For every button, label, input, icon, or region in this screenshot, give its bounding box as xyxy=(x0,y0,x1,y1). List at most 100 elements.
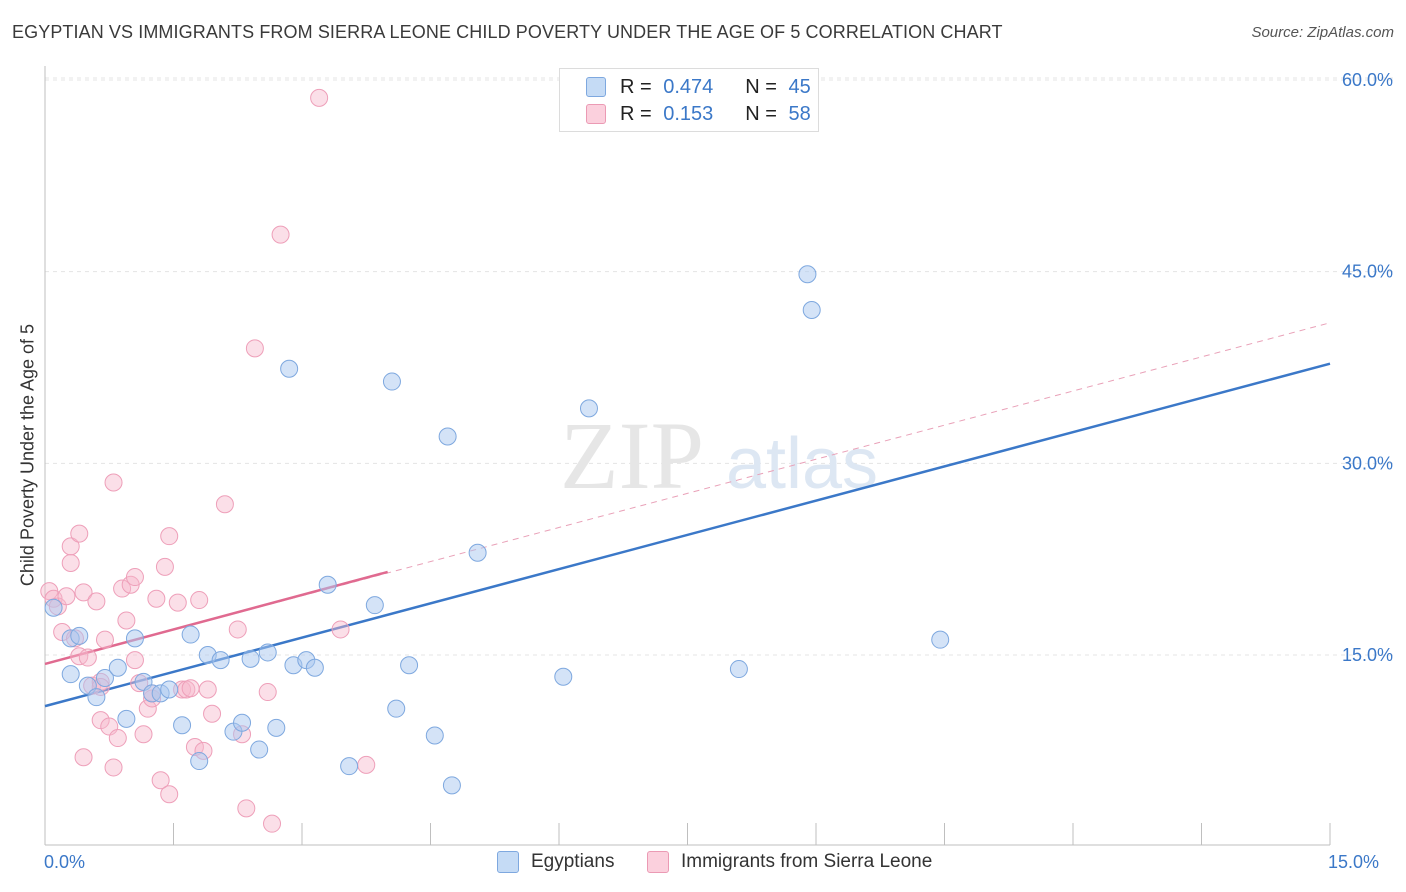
data-point-egyptians xyxy=(365,596,384,615)
data-point-egyptians xyxy=(190,752,209,771)
data-point-egyptians xyxy=(729,660,748,679)
data-point-sierra-leone xyxy=(160,785,179,804)
data-point-egyptians xyxy=(387,699,406,718)
data-point-egyptians xyxy=(468,543,487,562)
data-point-sierra-leone xyxy=(125,651,144,670)
source-label: Source: ZipAtlas.com xyxy=(1251,24,1394,41)
data-point-egyptians xyxy=(340,757,359,776)
data-point-sierra-leone xyxy=(104,473,123,492)
y-axis-label: Child Poverty Under the Age of 5 xyxy=(17,323,38,587)
legend-n-label: N = xyxy=(745,75,777,98)
data-point-sierra-leone xyxy=(168,593,187,612)
data-point-egyptians xyxy=(280,359,299,378)
axes xyxy=(44,66,1331,846)
legend-r-value: 0.153 xyxy=(663,102,714,125)
grid-lines xyxy=(45,77,1395,656)
data-point-sierra-leone xyxy=(245,339,264,358)
legend-r-label: R = xyxy=(620,102,652,125)
legend-r-value: 0.474 xyxy=(663,75,714,98)
legend-item-sierra-leone[interactable]: Immigrants from Sierra Leone xyxy=(647,851,932,873)
data-point-sierra-leone xyxy=(113,579,132,598)
data-point-egyptians xyxy=(267,718,286,737)
data-point-egyptians xyxy=(44,598,63,617)
data-point-sierra-leone xyxy=(190,591,209,610)
data-point-sierra-leone xyxy=(134,725,153,744)
data-point-egyptians xyxy=(233,713,252,732)
data-point-sierra-leone xyxy=(74,748,93,767)
legend-label-sierra-leone: Immigrants from Sierra Leone xyxy=(681,851,933,872)
data-point-egyptians xyxy=(258,643,277,662)
series-egyptians xyxy=(44,265,950,795)
data-point-sierra-leone xyxy=(117,611,136,630)
data-point-egyptians xyxy=(211,651,230,670)
x-tick-label-max: 15.0% xyxy=(1328,852,1380,872)
data-point-sierra-leone xyxy=(331,620,350,639)
data-point-egyptians xyxy=(125,629,144,648)
correlation-legend: R = 0.474 N = 45 R = 0.153 N = 58 xyxy=(559,68,819,132)
data-point-sierra-leone xyxy=(181,679,200,698)
data-point-sierra-leone xyxy=(57,587,76,606)
legend-swatch-sierra-leone xyxy=(647,851,669,873)
data-point-sierra-leone xyxy=(228,620,247,639)
data-point-sierra-leone xyxy=(258,683,277,702)
legend-n-value: 58 xyxy=(788,102,811,125)
data-point-egyptians xyxy=(554,667,573,686)
data-point-egyptians xyxy=(400,656,419,675)
data-point-egyptians xyxy=(579,399,598,418)
data-point-egyptians xyxy=(318,575,337,594)
data-point-egyptians xyxy=(241,649,260,668)
data-point-sierra-leone xyxy=(203,704,222,723)
legend-swatch-egyptians xyxy=(586,77,606,97)
data-point-sierra-leone xyxy=(357,755,376,774)
series-legend: Egyptians Immigrants from Sierra Leone xyxy=(0,851,1406,877)
legend-r-label: R = xyxy=(620,75,652,98)
data-point-sierra-leone xyxy=(215,495,234,514)
y-tick-labels: 15.0% 30.0% 45.0% 60.0% xyxy=(1342,70,1393,665)
data-point-sierra-leone xyxy=(78,648,97,667)
legend-swatch-sierra-leone xyxy=(586,104,606,124)
data-point-sierra-leone xyxy=(147,589,166,608)
data-point-sierra-leone xyxy=(263,814,282,833)
data-point-sierra-leone xyxy=(310,88,329,107)
data-point-egyptians xyxy=(173,716,192,735)
data-point-egyptians xyxy=(117,709,136,728)
data-point-egyptians xyxy=(802,301,821,319)
legend-item-egyptians[interactable]: Egyptians xyxy=(497,851,614,873)
data-point-egyptians xyxy=(181,625,200,644)
data-point-sierra-leone xyxy=(155,557,174,576)
y-tick-label: 30.0% xyxy=(1342,453,1393,473)
data-point-egyptians xyxy=(87,688,106,707)
data-point-sierra-leone xyxy=(61,554,80,572)
y-tick-label: 15.0% xyxy=(1342,645,1393,665)
data-point-sierra-leone xyxy=(108,729,127,748)
data-point-egyptians xyxy=(250,740,269,759)
data-point-sierra-leone xyxy=(125,568,144,587)
data-point-egyptians xyxy=(95,669,114,687)
data-point-sierra-leone xyxy=(95,630,114,649)
watermark: ZIP atlas xyxy=(560,402,878,509)
data-point-sierra-leone xyxy=(70,524,89,543)
data-point-sierra-leone xyxy=(151,771,170,790)
trend-line-egyptians xyxy=(44,362,1331,708)
data-point-sierra-leone xyxy=(271,225,290,244)
y-tick-label: 45.0% xyxy=(1342,262,1393,282)
data-point-sierra-leone xyxy=(87,592,106,611)
legend-n-value: 45 xyxy=(788,75,811,98)
series-sierra-leone xyxy=(40,88,376,833)
legend-n-label: N = xyxy=(745,102,777,125)
watermark-atlas: atlas xyxy=(726,424,878,504)
data-point-sierra-leone xyxy=(74,583,93,602)
data-point-egyptians xyxy=(108,658,127,677)
data-point-sierra-leone xyxy=(104,758,123,777)
data-point-sierra-leone xyxy=(237,799,256,818)
legend-label-egyptians: Egyptians xyxy=(531,851,615,872)
x-tick-label-min: 0.0% xyxy=(44,852,86,872)
trend-lines xyxy=(44,322,1331,708)
data-point-egyptians xyxy=(438,427,457,446)
legend-row-egyptians: R = 0.474 N = 45 xyxy=(586,74,811,100)
data-point-egyptians xyxy=(160,680,179,699)
data-point-egyptians xyxy=(305,658,324,677)
data-point-sierra-leone xyxy=(61,537,80,556)
data-point-egyptians xyxy=(382,372,401,391)
